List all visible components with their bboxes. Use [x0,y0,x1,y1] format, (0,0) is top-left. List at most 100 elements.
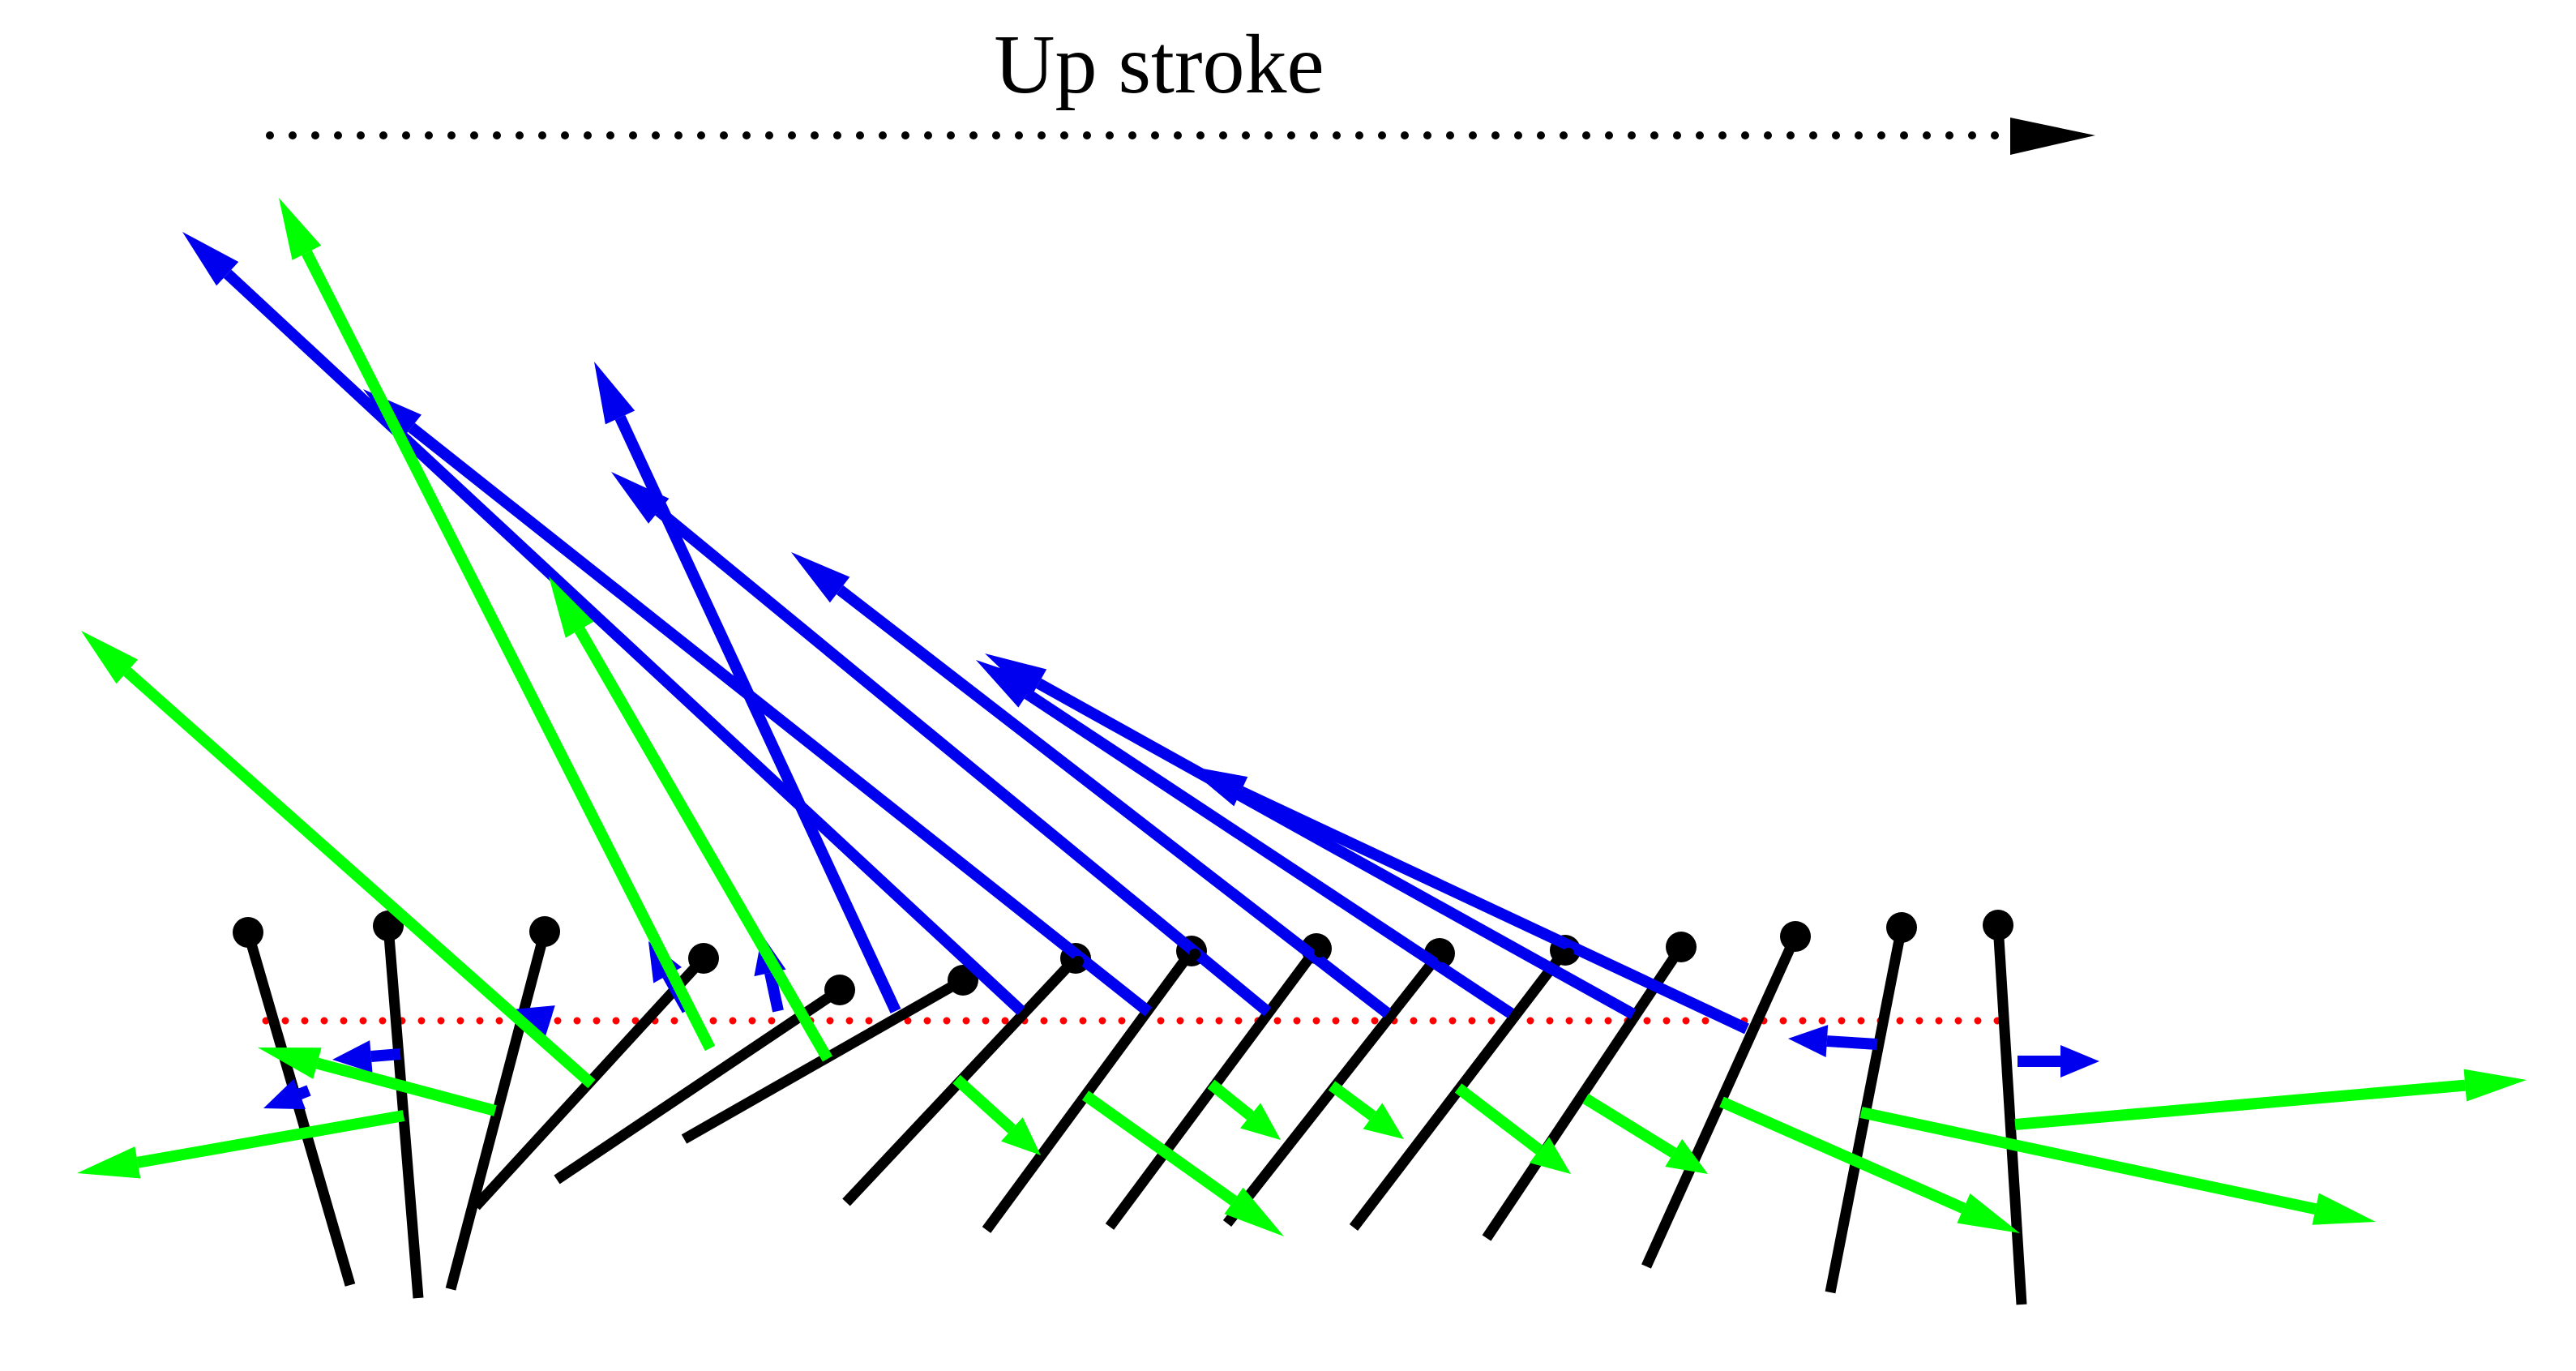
wing-frame-2-leading-edge [373,910,404,941]
green-vector-6 [952,1074,1041,1155]
green-vector-9 [1328,1081,1404,1139]
blue-vector-2-shaft [370,1048,401,1062]
diagram-title: Up stroke [994,18,1324,111]
green-vector-4-shaft [302,250,716,1052]
green-vector-2-arrowhead [258,1048,322,1079]
green-vector-4-arrowhead [279,198,322,260]
wing-frame-15 [1983,910,2027,1305]
stroke-direction-arrowhead [2010,118,2095,155]
green-vector-11-arrowhead [1665,1138,1708,1174]
green-vector-7-arrowhead [1224,1187,1284,1236]
blue-vector-13-shaft [1238,786,1749,1035]
blue-vector-1-shaft [297,1085,311,1099]
green-vector-4 [279,198,716,1052]
wing-frame-2-chord [383,925,424,1299]
green-vector-2 [258,1048,497,1116]
wing-frame-1-leading-edge [233,917,263,948]
wing-frame-13-leading-edge [1780,921,1811,952]
green-vector-9-arrowhead [1363,1103,1404,1139]
blue-vector-13-arrowhead [1185,765,1248,807]
blue-vector-10-arrowhead [791,552,850,603]
wing-frame-3 [445,916,560,1291]
green-vector-7-shaft [1081,1090,1238,1206]
green-vector-12-shaft [1719,1096,1966,1214]
blue-vector-9-shaft [655,506,1272,1017]
green-vector-11 [1582,1094,1708,1174]
blue-vector-11 [976,660,1514,1018]
green-vector-13-shaft [1859,1107,2317,1215]
blue-vector-15 [2018,1045,2099,1078]
wing-frame-13 [1641,921,1811,1269]
blue-vector-2 [332,1040,401,1073]
vector-origin-5 [1437,951,1448,962]
blue-vector-1-arrowhead [263,1078,306,1110]
green-vector-6-arrowhead [1000,1116,1041,1155]
blue-vector-1 [263,1078,311,1110]
wing-frame-3-chord [445,930,550,1291]
green-vector-13 [1859,1107,2376,1225]
stroke-direction-arrow [266,118,2095,155]
green-vector-3-shaft [123,667,596,1089]
blue-vector-5-shaft [764,971,784,1013]
wing-frame-14 [1825,912,1917,1294]
wing-frame-5 [554,975,855,1185]
blue-vector-9-arrowhead [611,472,670,524]
wing-frame-5-leading-edge [824,975,855,1005]
vector-origin-3 [1189,949,1200,960]
green-vector-3-arrowhead [81,631,139,684]
blue-vector-14 [1788,1025,1878,1058]
green-vector-8 [1207,1079,1281,1140]
wing-frame-5-chord [554,985,843,1185]
blue-vector-3 [513,1005,555,1037]
wing-frame-14-leading-edge [1886,912,1917,943]
green-vector-8-arrowhead [1240,1103,1281,1140]
green-vector-12 [1719,1096,2020,1233]
wing-frame-13-chord [1641,934,1800,1269]
blue-vector-11-shaft [1024,689,1514,1018]
green-vector-11-shaft [1582,1094,1677,1158]
green-vector-1 [77,1110,405,1179]
green-vector-2-shaft [315,1057,497,1116]
green-vectors [77,198,2527,1236]
green-vector-7 [1081,1090,1284,1236]
wing-frame-2 [373,910,424,1299]
green-vector-10-shaft [1454,1083,1543,1155]
green-vector-6-shaft [952,1074,1016,1134]
green-vector-14-arrowhead [2463,1069,2527,1102]
blue-vector-9 [611,472,1272,1017]
wing-frame-3-leading-edge [529,916,560,947]
green-vector-13-arrowhead [2312,1193,2376,1225]
green-vector-1-shaft [136,1110,405,1168]
blue-vector-8-shaft [408,422,1153,1017]
blue-vectors [182,232,2099,1110]
blue-vector-15-arrowhead [2060,1045,2099,1078]
blue-vector-12-arrowhead [985,653,1047,698]
vector-origin-6 [1563,948,1574,959]
green-vector-3 [81,631,596,1089]
green-vector-5 [549,576,833,1062]
blue-vector-10-shaft [836,585,1392,1018]
green-vector-10-arrowhead [1529,1137,1571,1174]
vector-tails [959,945,1690,988]
green-vector-10 [1454,1083,1571,1174]
blue-vector-7-arrowhead [182,232,239,286]
blue-vector-13 [1185,765,1749,1035]
blue-vector-14-shaft [1826,1035,1878,1050]
green-vector-14-shaft [2014,1079,2466,1130]
wing-frame-4-leading-edge [688,943,719,974]
green-vector-9-shaft [1328,1081,1376,1121]
vector-origin-7 [1679,945,1690,956]
blue-vector-7 [182,232,1025,1016]
green-vector-12-arrowhead [1957,1193,2020,1233]
blue-vector-6-arrowhead [594,362,635,425]
blue-vector-2-arrowhead [332,1040,373,1073]
vector-origin-1 [959,977,970,988]
green-vector-1-arrowhead [77,1146,141,1179]
blue-vector-11-arrowhead [976,660,1037,708]
wing-frames [233,910,2027,1305]
wing-frame-12 [1482,932,1697,1241]
blue-vector-12-shaft [1036,678,1637,1020]
vector-origin-4 [1314,946,1325,958]
wing-frame-15-chord [1992,924,2027,1305]
vector-origin-2 [1072,956,1084,967]
